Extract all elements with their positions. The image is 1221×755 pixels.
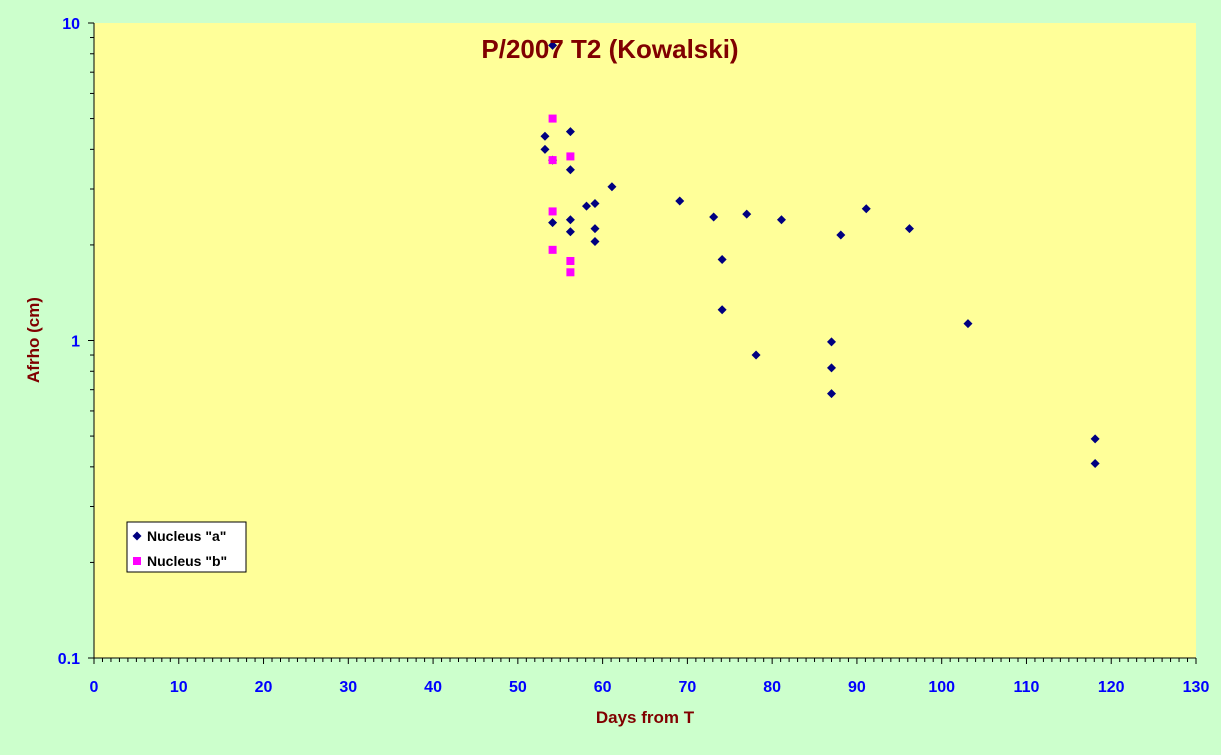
nucleus-b-point: [548, 207, 557, 216]
nucleus-b-point: [566, 268, 575, 277]
y-tick-label: 1: [71, 334, 80, 351]
nucleus-a-point: [836, 230, 846, 240]
nucleus-b-point: [548, 245, 557, 254]
y-tick-label: 10: [62, 16, 80, 33]
nucleus-a-point: [717, 254, 727, 264]
axes-layer: [93, 23, 1196, 659]
nucleus-a-point: [540, 131, 550, 141]
nucleus-a-point: [776, 215, 786, 225]
x-tick-label: 70: [678, 679, 696, 696]
x-tick-label: 0: [90, 679, 99, 696]
x-tick-label: 60: [594, 679, 612, 696]
nucleus-a-point: [548, 218, 558, 228]
nucleus-a-point: [826, 337, 836, 347]
legend-box: [126, 521, 247, 573]
x-tick-label: 20: [255, 679, 273, 696]
nucleus-a-point: [590, 224, 600, 234]
plot-area: [94, 23, 1196, 658]
nucleus-a-point: [826, 389, 836, 399]
x-tick-label: 30: [339, 679, 357, 696]
legend-marker-nucleus-b: [133, 557, 141, 565]
nucleus-a-point: [861, 204, 871, 214]
legend-items: Nucleus "a" Nucleus "b": [132, 528, 227, 569]
nucleus-a-point: [826, 363, 836, 373]
y-axis-label: Afrho (cm): [24, 297, 43, 383]
chart-title: P/2007 T2 (Kowalski): [481, 34, 738, 64]
nucleus-a-point: [565, 127, 575, 137]
x-tick-label: 130: [1183, 679, 1210, 696]
legend: Nucleus "a" Nucleus "b": [126, 521, 247, 573]
nucleus-a-point: [548, 40, 558, 50]
x-tick-label: 90: [848, 679, 866, 696]
nucleus-a-point: [607, 182, 617, 192]
nucleus-a-point: [540, 144, 550, 154]
x-tick-label: 110: [1014, 679, 1040, 696]
nucleus-a-point: [565, 215, 575, 225]
nucleus-a-point: [963, 319, 973, 329]
nucleus-a-point: [675, 196, 685, 206]
nucleus-a-point: [590, 237, 600, 247]
nucleus-a-point: [717, 305, 727, 315]
legend-marker-nucleus-a: [132, 531, 142, 541]
nucleus-a-point: [751, 350, 761, 360]
x-tick-label: 50: [509, 679, 527, 696]
nucleus-a-point: [565, 165, 575, 175]
nucleus-a-point: [904, 224, 914, 234]
y-tick-label: 0.1: [58, 651, 80, 668]
x-tick-label: 80: [763, 679, 781, 696]
nucleus-a-point: [1090, 434, 1100, 444]
nucleus-a-point: [565, 227, 575, 237]
x-tick-label: 120: [1098, 679, 1125, 696]
x-tick-label: 10: [170, 679, 188, 696]
legend-label-nucleus-b: Nucleus "b": [147, 553, 227, 569]
nucleus-a-point: [590, 199, 600, 209]
points-layer: [540, 40, 1100, 468]
nucleus-a-point: [582, 201, 592, 211]
nucleus-b-point: [566, 152, 575, 161]
nucleus-a-point: [742, 209, 752, 219]
nucleus-a-point: [1090, 458, 1100, 468]
legend-label-nucleus-a: Nucleus "a": [147, 528, 226, 544]
nucleus-a-point: [709, 212, 719, 222]
x-axis-label: Days from T: [596, 708, 695, 727]
nucleus-b-point: [566, 256, 575, 265]
nucleus-b-point: [548, 114, 557, 123]
nucleus-b-point: [548, 156, 557, 165]
x-tick-label: 100: [928, 679, 955, 696]
x-tick-label: 40: [424, 679, 442, 696]
